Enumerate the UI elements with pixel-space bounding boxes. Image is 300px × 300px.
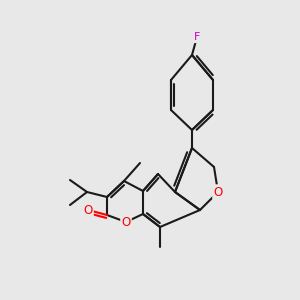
Text: O: O	[83, 203, 93, 217]
Text: F: F	[194, 32, 200, 42]
Text: O: O	[122, 215, 130, 229]
Text: O: O	[213, 185, 223, 199]
